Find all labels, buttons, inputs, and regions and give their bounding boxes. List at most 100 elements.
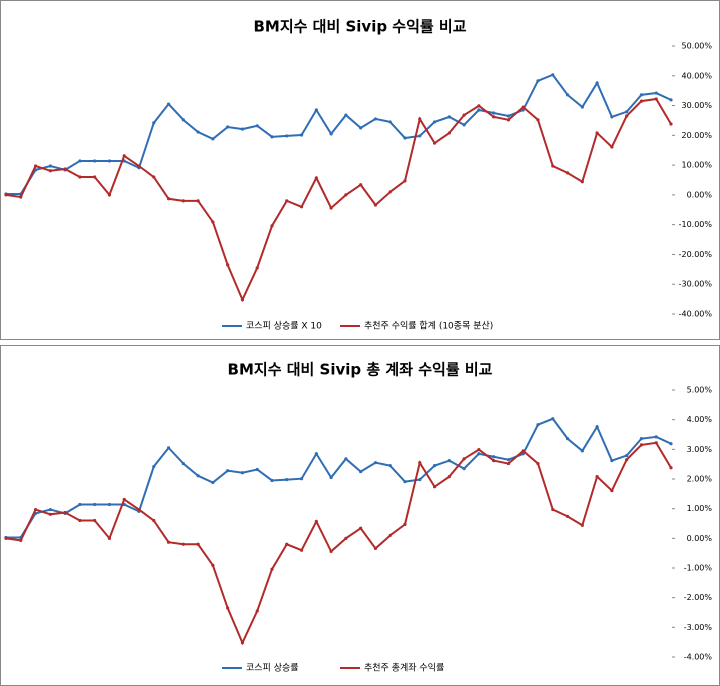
point bbox=[521, 452, 525, 456]
point bbox=[314, 452, 318, 456]
point bbox=[137, 164, 141, 168]
point bbox=[669, 122, 673, 126]
point bbox=[359, 183, 363, 187]
point bbox=[299, 548, 304, 552]
chart-frame bbox=[0, 345, 720, 686]
point bbox=[654, 435, 658, 439]
point bbox=[462, 457, 466, 461]
point bbox=[19, 538, 23, 543]
point bbox=[166, 197, 171, 201]
point bbox=[329, 549, 333, 553]
point bbox=[595, 131, 599, 135]
legend-label: 추천주 총계좌 수익률 bbox=[364, 662, 444, 674]
point bbox=[536, 118, 540, 122]
point bbox=[565, 93, 570, 97]
point bbox=[403, 136, 407, 140]
point bbox=[226, 606, 230, 610]
point bbox=[63, 167, 67, 171]
point bbox=[314, 108, 318, 112]
point bbox=[255, 609, 259, 613]
point bbox=[196, 199, 200, 203]
point bbox=[447, 459, 451, 463]
point bbox=[373, 117, 378, 121]
point bbox=[388, 464, 392, 468]
point bbox=[285, 477, 289, 482]
point bbox=[78, 175, 82, 179]
point bbox=[506, 461, 511, 466]
point bbox=[595, 81, 599, 85]
point bbox=[403, 522, 407, 526]
series-line bbox=[6, 417, 672, 539]
point bbox=[48, 169, 52, 173]
point bbox=[506, 114, 511, 118]
point bbox=[63, 510, 67, 515]
legend-label: 코스피 상승률 X 10 bbox=[246, 321, 322, 332]
point bbox=[240, 127, 245, 131]
point bbox=[299, 133, 304, 137]
point bbox=[196, 542, 200, 546]
y-tick-label: -40.00% bbox=[679, 310, 713, 319]
point bbox=[477, 452, 481, 456]
point bbox=[152, 518, 156, 523]
point bbox=[299, 477, 304, 481]
y-tick-label: 10.00% bbox=[681, 161, 712, 170]
point bbox=[78, 159, 82, 163]
point bbox=[166, 102, 171, 106]
point bbox=[418, 117, 422, 121]
point bbox=[669, 98, 673, 102]
point bbox=[226, 469, 230, 473]
point bbox=[211, 480, 215, 485]
point bbox=[447, 475, 451, 479]
y-tick-label: 20.00% bbox=[681, 131, 712, 140]
y-tick-label: 30.00% bbox=[681, 101, 712, 110]
y-tick-label: -20.00% bbox=[679, 250, 713, 259]
point bbox=[314, 176, 318, 180]
point bbox=[580, 180, 584, 184]
point bbox=[580, 105, 584, 109]
point bbox=[78, 518, 82, 523]
point bbox=[432, 485, 437, 489]
point bbox=[595, 475, 599, 479]
point bbox=[270, 567, 274, 571]
point bbox=[492, 111, 496, 115]
point bbox=[521, 449, 525, 453]
y-tick-label: -1.00% bbox=[684, 564, 713, 573]
legend-label: 코스피 상승률 bbox=[246, 663, 299, 674]
point bbox=[565, 514, 570, 518]
chart-title: BM지수 대비 Sivip 총 계좌 수익률 비교 bbox=[228, 361, 493, 379]
point bbox=[181, 199, 185, 203]
point bbox=[240, 298, 245, 302]
series-line bbox=[5, 97, 672, 303]
point bbox=[432, 464, 437, 468]
point bbox=[373, 461, 378, 465]
point bbox=[107, 159, 112, 163]
y-tick-label: 5.00% bbox=[687, 386, 713, 395]
point bbox=[181, 461, 185, 466]
y-tick-label: 0.00% bbox=[687, 190, 713, 199]
y-tick-label: -10.00% bbox=[679, 220, 713, 229]
point bbox=[536, 461, 540, 466]
point bbox=[551, 417, 555, 421]
point bbox=[152, 464, 156, 469]
point bbox=[152, 121, 156, 125]
point bbox=[166, 446, 171, 450]
point bbox=[226, 125, 230, 129]
point bbox=[373, 203, 378, 207]
point bbox=[152, 175, 156, 179]
point bbox=[344, 457, 348, 461]
series-line bbox=[6, 73, 672, 195]
point bbox=[551, 164, 555, 168]
point bbox=[78, 502, 82, 507]
point bbox=[270, 135, 274, 139]
point bbox=[477, 448, 481, 452]
point bbox=[270, 224, 274, 228]
point bbox=[565, 171, 570, 175]
point bbox=[4, 536, 8, 540]
point bbox=[580, 523, 584, 527]
point bbox=[418, 477, 422, 482]
point bbox=[521, 105, 525, 109]
point bbox=[181, 542, 185, 546]
point bbox=[93, 502, 97, 507]
point bbox=[654, 441, 658, 445]
